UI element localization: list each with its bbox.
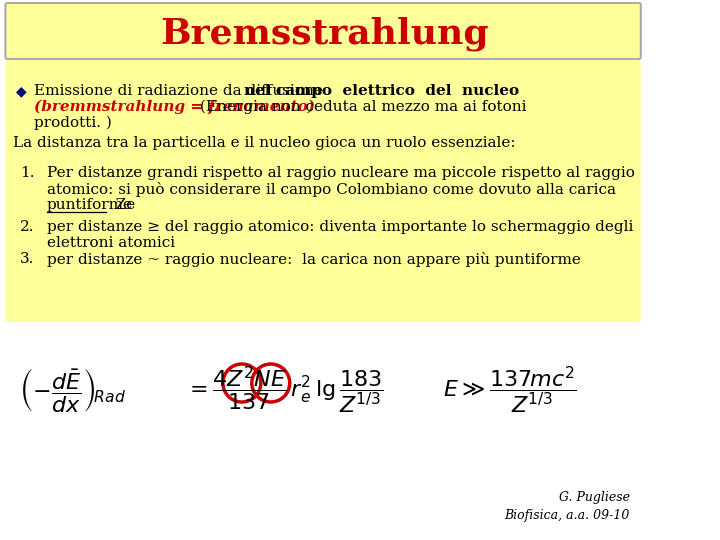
Text: 2.: 2. — [20, 220, 35, 234]
Text: puntiforme: puntiforme — [47, 198, 133, 212]
Text: per distanze ≥ del raggio atomico: diventa importante lo schermaggio degli: per distanze ≥ del raggio atomico: diven… — [47, 220, 634, 234]
Text: Per distanze grandi rispetto al raggio nucleare ma piccole rispetto al raggio: Per distanze grandi rispetto al raggio n… — [47, 166, 635, 180]
Text: 3.: 3. — [20, 252, 35, 266]
Text: Bremsstrahlung: Bremsstrahlung — [161, 17, 489, 51]
Text: (bremmstrahlung = frenamento): (bremmstrahlung = frenamento) — [35, 100, 315, 114]
FancyBboxPatch shape — [6, 60, 641, 322]
Text: $= \dfrac{4Z^2NE}{137}\,r_e^2\,\lg\dfrac{183}{Z^{1/3}}$: $= \dfrac{4Z^2NE}{137}\,r_e^2\,\lg\dfrac… — [185, 364, 384, 416]
Text: G. Pugliese
Biofisica, a.a. 09-10: G. Pugliese Biofisica, a.a. 09-10 — [505, 491, 630, 522]
FancyBboxPatch shape — [6, 3, 641, 59]
Text: ◆: ◆ — [17, 84, 27, 98]
Text: elettroni atomici: elettroni atomici — [47, 236, 175, 250]
Text: La distanza tra la particella e il nucleo gioca un ruolo essenziale:: La distanza tra la particella e il nucle… — [13, 136, 516, 150]
Text: per distanze ~ raggio nucleare:  la carica non appare più puntiforme: per distanze ~ raggio nucleare: la caric… — [47, 252, 581, 267]
Text: Emissione di radiazione da diffusione: Emissione di radiazione da diffusione — [35, 84, 328, 98]
Text: nel campo  elettrico  del  nucleo: nel campo elettrico del nucleo — [243, 84, 519, 98]
Text: 1.: 1. — [20, 166, 35, 180]
Text: (Energia non ceduta al mezzo ma ai fotoni: (Energia non ceduta al mezzo ma ai foton… — [195, 100, 526, 114]
Text: prodotti. ): prodotti. ) — [35, 116, 112, 130]
Text: atomico: si può considerare il campo Colombiano come dovuto alla carica: atomico: si può considerare il campo Col… — [47, 182, 616, 197]
Text: Ze: Ze — [107, 198, 136, 212]
Text: $E \gg \dfrac{137mc^2}{Z^{1/3}}$: $E \gg \dfrac{137mc^2}{Z^{1/3}}$ — [443, 364, 577, 416]
Text: $\left(-\dfrac{d\bar{E}}{dx}\right)_{\!Rad}$: $\left(-\dfrac{d\bar{E}}{dx}\right)_{\!R… — [19, 366, 126, 414]
